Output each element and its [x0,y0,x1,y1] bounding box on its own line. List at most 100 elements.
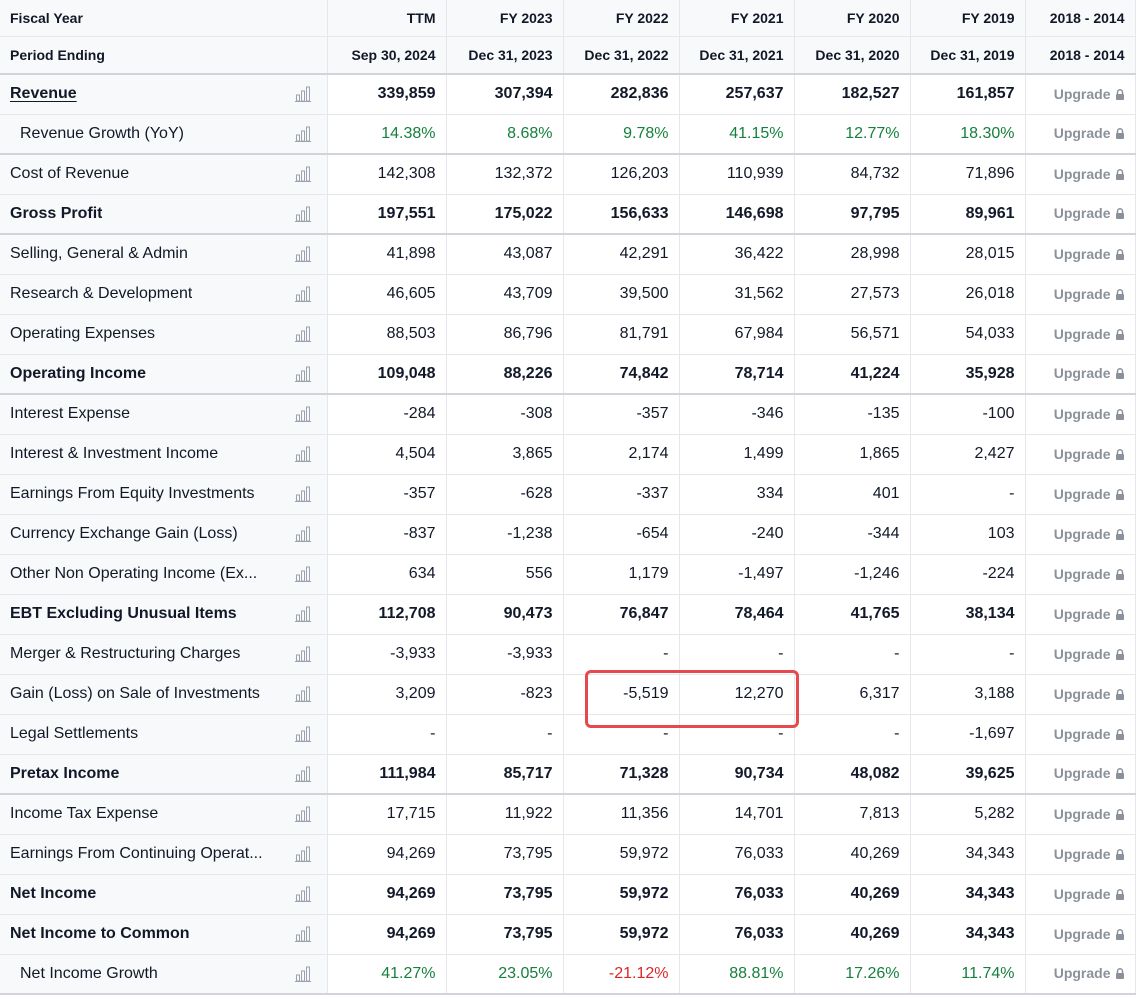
value-cell: 84,732 [794,154,911,195]
upgrade-label: Upgrade [1053,605,1111,622]
upgrade-link[interactable]: Upgrade [1025,794,1136,835]
row-label-cell: Net Income to Common [0,914,328,955]
upgrade-label: Upgrade [1053,205,1111,222]
lock-icon [1115,287,1125,303]
upgrade-link[interactable]: Upgrade [1025,874,1136,915]
upgrade-link[interactable]: Upgrade [1025,434,1136,475]
value-cell: 2,427 [910,434,1026,475]
bar-chart-icon[interactable] [294,966,312,982]
bar-chart-icon[interactable] [294,886,312,902]
value-cell: 71,328 [563,754,680,795]
period-fy2019: Dec 31, 2019 [910,36,1026,75]
bar-chart-icon[interactable] [294,686,312,702]
value-cell: 109,048 [327,354,447,395]
value-cell: 8.68% [446,114,564,155]
bar-chart-icon[interactable] [294,246,312,263]
bar-chart-icon[interactable] [294,646,312,662]
value-cell: 1,179 [563,554,680,595]
value-cell: 59,972 [563,834,680,875]
value-cell: - [794,714,911,755]
upgrade-link[interactable]: Upgrade [1025,714,1136,755]
bar-chart-icon[interactable] [294,526,312,542]
lock-icon [1115,447,1125,463]
value-cell: 14,701 [679,794,795,835]
period-ending-header-row: Period Ending Sep 30, 2024 Dec 31, 2023 … [0,36,1136,75]
upgrade-link[interactable]: Upgrade [1025,274,1136,315]
upgrade-link[interactable]: Upgrade [1025,594,1136,635]
row-label: Interest & Investment Income [10,444,219,462]
upgrade-link[interactable]: Upgrade [1025,234,1136,275]
upgrade-link[interactable]: Upgrade [1025,74,1136,115]
value-cell: - [794,634,911,675]
row-label-link[interactable]: Revenue [10,85,77,103]
bar-chart-icon[interactable] [294,486,312,502]
upgrade-link[interactable]: Upgrade [1025,914,1136,955]
upgrade-link[interactable]: Upgrade [1025,354,1136,395]
value-cell: -823 [446,674,564,715]
upgrade-label: Upgrade [1053,85,1111,102]
value-cell: 85,717 [446,754,564,795]
value-cell: 94,269 [327,874,447,915]
value-cell: 76,847 [563,594,680,635]
value-cell: 34,343 [910,834,1026,875]
upgrade-link[interactable]: Upgrade [1025,834,1136,875]
bar-chart-icon[interactable] [294,926,312,942]
bar-chart-icon[interactable] [294,726,312,742]
lock-icon [1115,126,1125,142]
row-label-cell: Earnings From Equity Investments [0,474,328,515]
upgrade-link[interactable]: Upgrade [1025,154,1136,195]
bar-chart-icon[interactable] [294,566,312,582]
row-label: Research & Development [10,284,193,302]
value-cell: 35,928 [910,354,1026,395]
row-label: Gross Profit [10,204,103,222]
bar-chart-icon[interactable] [294,126,312,142]
upgrade-link[interactable]: Upgrade [1025,954,1136,995]
upgrade-link[interactable]: Upgrade [1025,314,1136,355]
value-cell: 54,033 [910,314,1026,355]
upgrade-link[interactable]: Upgrade [1025,474,1136,515]
value-cell: -837 [327,514,447,555]
bar-chart-icon[interactable] [294,806,312,823]
bar-chart-icon[interactable] [294,166,312,183]
bar-chart-icon[interactable] [294,326,312,342]
value-cell: - [563,714,680,755]
upgrade-label: Upgrade [1053,325,1111,342]
value-cell: -628 [446,474,564,515]
upgrade-link[interactable]: Upgrade [1025,394,1136,435]
row-label: Revenue Growth (YoY) [20,124,184,142]
bar-chart-icon[interactable] [294,766,312,782]
value-cell: 110,939 [679,154,795,195]
upgrade-link[interactable]: Upgrade [1025,554,1136,595]
bar-chart-icon[interactable] [294,446,312,462]
upgrade-link[interactable]: Upgrade [1025,754,1136,795]
upgrade-link[interactable]: Upgrade [1025,514,1136,555]
row-label: Selling, General & Admin [10,245,188,263]
bar-chart-icon[interactable] [294,606,312,622]
table-row: Revenue 339,859 307,394 282,836 257,637 182,5… [0,74,1136,115]
value-cell: 3,188 [910,674,1026,715]
upgrade-link[interactable]: Upgrade [1025,114,1136,155]
bar-chart-icon[interactable] [294,286,312,302]
value-cell: - [679,634,795,675]
upgrade-link[interactable]: Upgrade [1025,634,1136,675]
upgrade-link[interactable]: Upgrade [1025,674,1136,715]
value-cell: -3,933 [327,634,447,675]
upgrade-label: Upgrade [1053,445,1111,462]
col-header-fy2023: FY 2023 [446,0,564,37]
upgrade-label: Upgrade [1053,885,1111,902]
value-cell: 7,813 [794,794,911,835]
table-row: Interest Expense -284 -308 -357 -346 -135 -100… [0,394,1136,435]
bar-chart-icon[interactable] [294,366,312,382]
value-cell: 71,896 [910,154,1026,195]
value-cell: -1,497 [679,554,795,595]
bar-chart-icon[interactable] [294,406,312,423]
bar-chart-icon[interactable] [294,846,312,862]
bar-chart-icon[interactable] [294,86,312,103]
upgrade-label: Upgrade [1053,645,1111,662]
upgrade-label: Upgrade [1053,125,1111,142]
upgrade-link[interactable]: Upgrade [1025,194,1136,235]
upgrade-label: Upgrade [1053,845,1111,862]
upgrade-label: Upgrade [1053,245,1111,262]
value-cell: -224 [910,554,1026,595]
bar-chart-icon[interactable] [294,206,312,222]
